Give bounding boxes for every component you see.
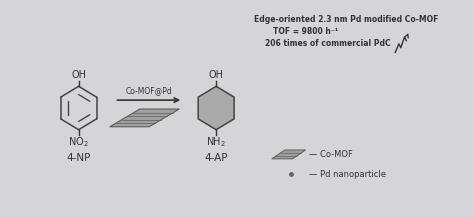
Text: — Pd nanoparticle: — Pd nanoparticle — [310, 170, 386, 179]
Text: TOF = 9800 h⁻¹: TOF = 9800 h⁻¹ — [273, 27, 338, 36]
Text: OH: OH — [71, 70, 86, 80]
Text: 4-AP: 4-AP — [204, 153, 228, 163]
Text: NO$_2$: NO$_2$ — [68, 136, 89, 150]
Text: NH$_2$: NH$_2$ — [206, 136, 226, 150]
Text: 4-NP: 4-NP — [66, 153, 91, 163]
Polygon shape — [198, 86, 234, 130]
Polygon shape — [109, 109, 180, 127]
Polygon shape — [272, 150, 306, 159]
Text: 206 times of commercial PdC: 206 times of commercial PdC — [265, 39, 391, 48]
Text: — Co-MOF: — Co-MOF — [310, 150, 353, 159]
Text: OH: OH — [209, 70, 224, 80]
Text: Edge-oriented 2.3 nm Pd modified Co-MOF: Edge-oriented 2.3 nm Pd modified Co-MOF — [254, 15, 438, 24]
Text: Co-MOF@Pd: Co-MOF@Pd — [126, 86, 172, 95]
